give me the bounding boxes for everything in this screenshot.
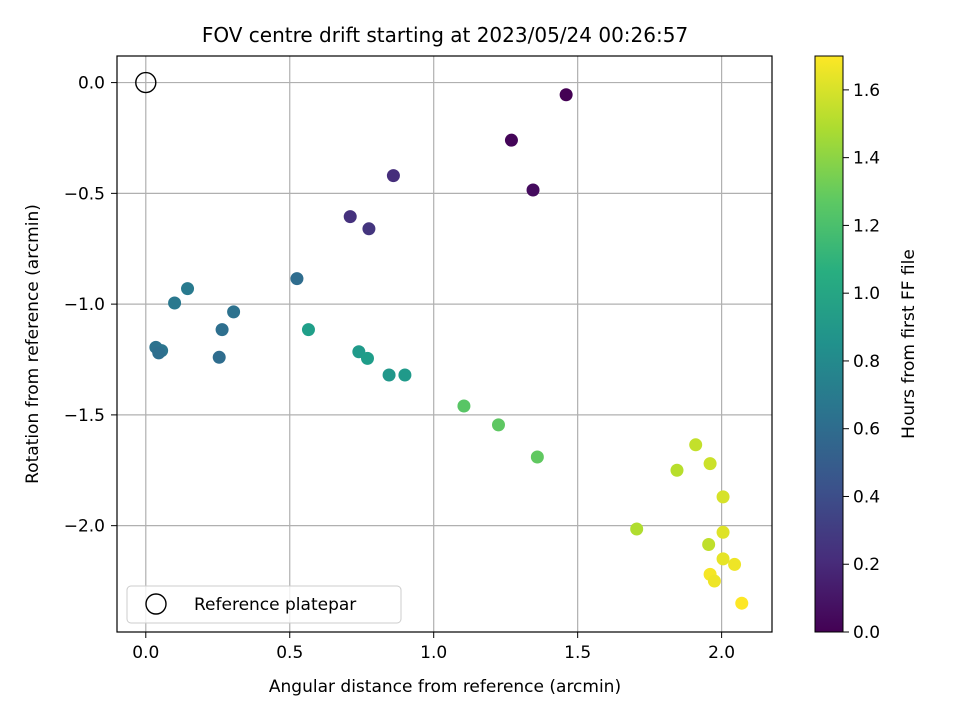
data-point [735,596,749,610]
data-point [301,323,315,337]
data-point [168,296,182,310]
y-tick-label: −1.5 [64,406,105,426]
data-point [215,323,229,337]
colorbar-tick-label: 0.6 [853,420,880,440]
data-point [360,351,374,365]
data-point [386,169,400,183]
data-points [149,88,749,610]
plot-frame [116,55,773,633]
y-tick-label: −2.0 [64,517,105,537]
data-point [728,557,742,571]
data-point [702,537,716,551]
data-point [559,88,573,102]
data-point [491,418,505,432]
data-point [526,183,540,197]
colorbar-tick-label: 1.0 [853,284,880,304]
data-point [457,399,471,413]
grid-lines [117,56,772,632]
colorbar-tick-label: 1.6 [853,81,880,101]
x-tick-label: 0.5 [276,643,303,663]
data-point [362,222,376,236]
reference-marker [135,71,157,94]
colorbar-tick-label: 0.2 [853,555,880,575]
data-point [212,350,226,364]
legend-box [126,585,402,624]
data-point [689,438,703,452]
data-point [670,463,684,477]
data-point [716,525,730,539]
data-point [290,272,304,286]
data-point [152,346,166,360]
colorbar-frame [814,55,844,633]
legend: Reference platepar [126,585,402,624]
colorbar-tick-label: 0.4 [853,487,880,507]
reference-point [135,71,157,94]
data-point [530,450,544,464]
y-tick-label: 0.0 [78,74,105,94]
data-point [716,490,730,504]
x-axis-label: Angular distance from reference (arcmin) [269,677,621,697]
data-point [227,305,241,319]
x-tick-label: 1.0 [420,643,447,663]
colorbar-ticks: 0.0 0.2 0.4 0.6 0.8 1.0 1.2 1.4 1.6 [843,81,880,643]
x-tick-label: 0.0 [132,643,159,663]
data-point [382,368,396,382]
chart-title: FOV centre drift starting at 2023/05/24 … [202,23,688,47]
data-point [703,457,717,471]
colorbar-tick-label: 0.8 [853,352,880,372]
y-tick-label: −0.5 [64,184,105,204]
data-point [707,574,721,588]
x-tick-label: 2.0 [708,643,735,663]
data-point [716,552,730,566]
x-axis-ticks: 0.0 0.5 1.0 1.5 2.0 [132,632,735,663]
data-point [398,368,412,382]
colorbar [815,56,843,632]
y-axis-ticks: 0.0 −0.5 −1.0 −1.5 −2.0 [64,74,117,537]
y-axis-label: Rotation from reference (arcmin) [23,204,43,484]
legend-reference-marker [145,593,167,615]
data-point [630,522,644,536]
x-tick-label: 1.5 [564,643,591,663]
data-point [343,210,357,224]
y-tick-label: −1.0 [64,295,105,315]
data-point [181,282,195,296]
colorbar-tick-label: 0.0 [853,623,880,643]
data-point [504,133,518,147]
colorbar-tick-label: 1.4 [853,149,880,169]
colorbar-tick-label: 1.2 [853,216,880,236]
colorbar-label: Hours from first FF file [899,249,919,439]
legend-label: Reference platepar [194,595,356,615]
